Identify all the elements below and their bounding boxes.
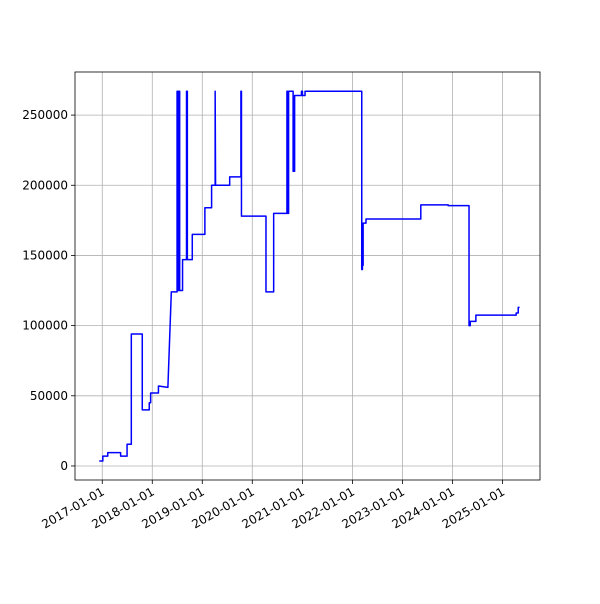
y-tick-label: 0: [60, 459, 68, 473]
grid: [75, 72, 540, 480]
y-tick-label: 150000: [22, 248, 68, 262]
y-tick-label: 250000: [22, 108, 68, 122]
plot-frame: [74, 71, 541, 481]
y-tick-label: 50000: [30, 389, 68, 403]
marks: [99, 90, 520, 462]
y-tick-label: 200000: [22, 178, 68, 192]
line: [99, 90, 520, 462]
y-tick-label: 100000: [22, 319, 68, 333]
plot-area: [75, 72, 540, 480]
